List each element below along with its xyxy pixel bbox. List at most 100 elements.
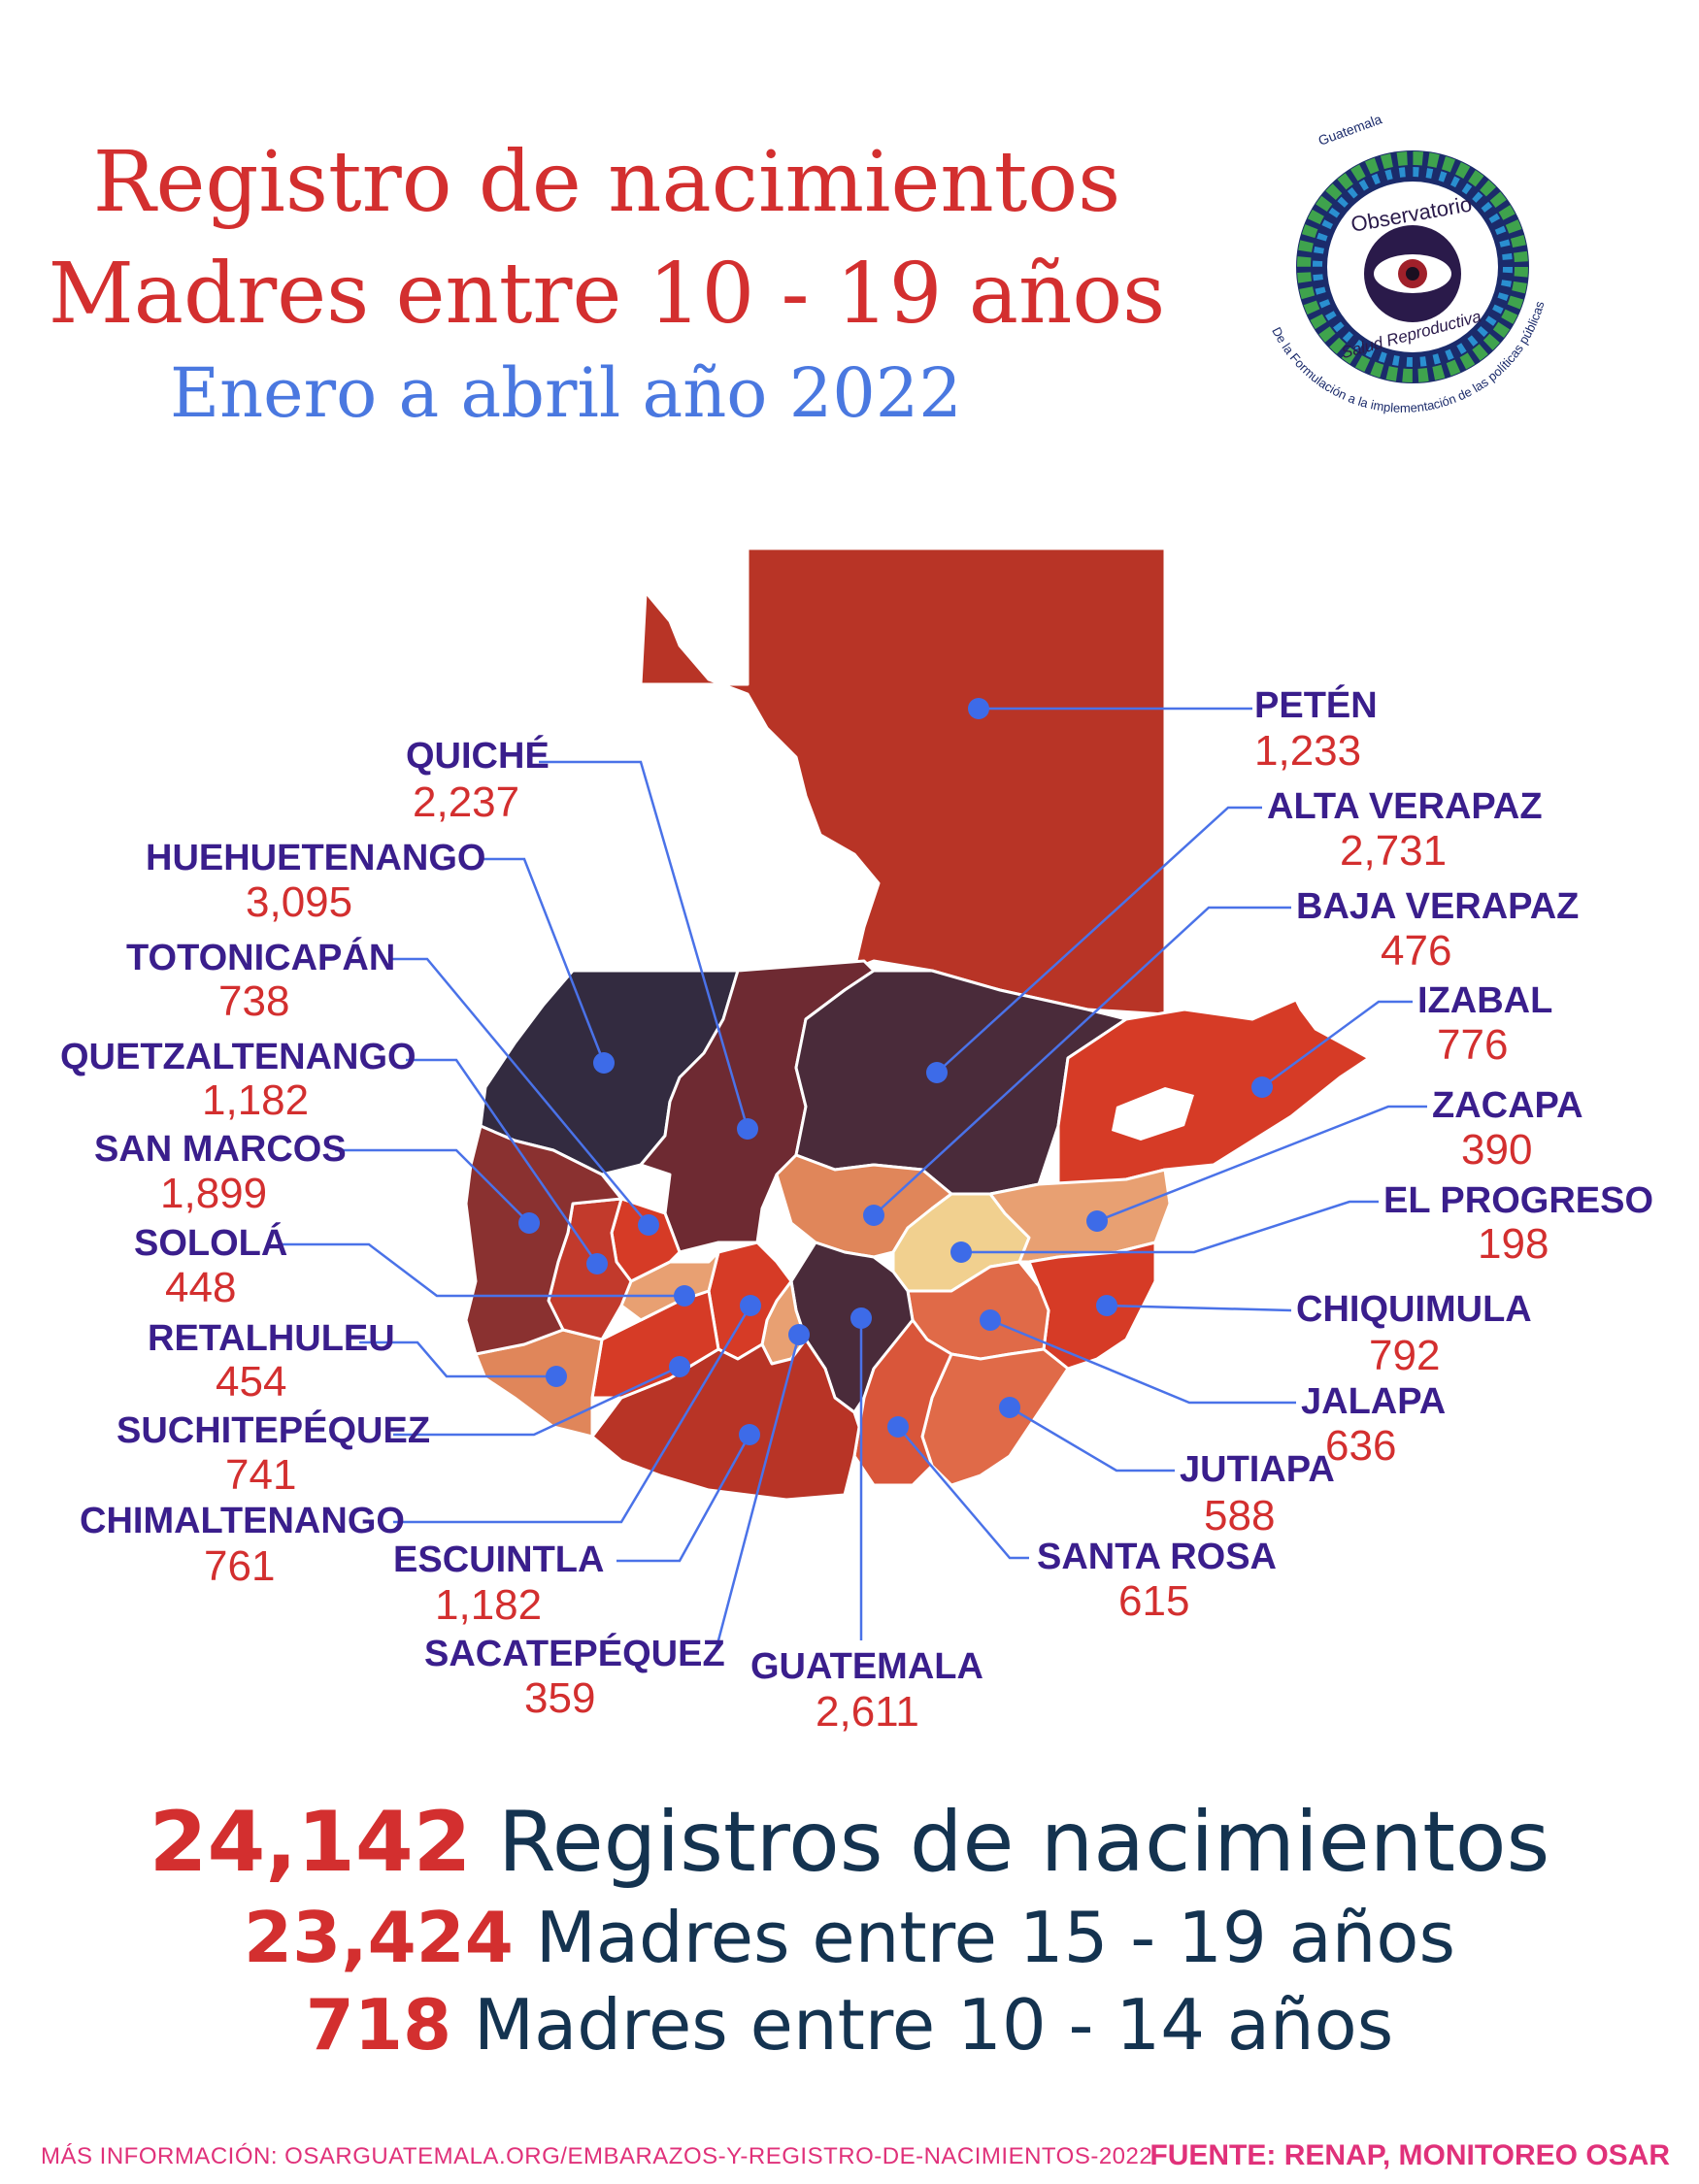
leader-line-el-progreso xyxy=(961,1200,1379,1254)
dept-value-retalhuleu: 454 xyxy=(216,1358,287,1406)
dept-label-san-marcos: SAN MARCOS xyxy=(94,1129,347,1170)
leader-line-quiche xyxy=(539,760,750,1130)
marker-san-marcos xyxy=(518,1212,540,1234)
leader-line-izabal xyxy=(1261,1000,1413,1089)
dept-label-escuintla: ESCUINTLA xyxy=(393,1539,605,1580)
dept-value-escuintla: 1,182 xyxy=(435,1581,543,1629)
leader-line-jutiapa xyxy=(1009,1406,1175,1473)
dept-label-baja-verapaz: BAJA VERAPAZ xyxy=(1296,886,1580,927)
total-births-number: 24,142 xyxy=(149,1794,472,1891)
dept-label-chiquimula: CHIQUIMULA xyxy=(1296,1289,1532,1330)
leader-line-totonicapan xyxy=(388,957,650,1226)
marker-sacatepequez xyxy=(788,1324,810,1345)
region-solola xyxy=(619,1250,720,1322)
dept-value-suchitepequez: 741 xyxy=(225,1451,297,1499)
marker-solola xyxy=(674,1285,695,1307)
total-births-row: 24,142 Registros de nacimientos xyxy=(0,1801,1699,1884)
dept-label-peten: PETÉN xyxy=(1254,685,1378,726)
dept-value-sacatepequez: 359 xyxy=(524,1674,596,1722)
dept-label-zacapa: ZACAPA xyxy=(1432,1085,1583,1126)
dept-value-totonicapan: 738 xyxy=(218,977,290,1025)
marker-el-progreso xyxy=(950,1241,972,1263)
subtitle: Enero a abril año 2022 xyxy=(170,353,962,433)
marker-guatemala xyxy=(850,1307,872,1329)
dept-value-chimaltenango: 761 xyxy=(204,1542,276,1590)
leader-line-escuintla xyxy=(616,1434,751,1563)
mothers-10-14-label: Madres entre 10 - 14 años xyxy=(473,1984,1394,2066)
mothers-15-19-row: 23,424 Madres entre 15 - 19 años xyxy=(0,1903,1699,1972)
leader-line-retalhuleu xyxy=(359,1340,556,1378)
marker-retalhuleu xyxy=(546,1366,567,1387)
more-info-link[interactable]: MÁS INFORMACIÓN: OSARGUATEMALA.ORG/EMBAR… xyxy=(41,2143,1153,2169)
dept-value-huehuetenango: 3,095 xyxy=(246,878,353,926)
dept-label-quiche: QUICHÉ xyxy=(406,736,550,777)
dept-label-huehuetenango: HUEHUETENANGO xyxy=(146,838,486,878)
dept-label-chimaltenango: CHIMALTENANGO xyxy=(80,1501,405,1541)
marker-chiquimula xyxy=(1096,1295,1117,1316)
marker-chimaltenango xyxy=(740,1295,761,1316)
leader-line-solola xyxy=(282,1242,684,1298)
region-izabal xyxy=(1056,998,1371,1191)
dept-value-peten: 1,233 xyxy=(1254,727,1362,775)
marker-peten xyxy=(968,698,989,719)
dept-value-quiche: 2,237 xyxy=(413,778,520,826)
dept-value-zacapa: 390 xyxy=(1461,1126,1533,1174)
dept-label-izabal: IZABAL xyxy=(1417,980,1553,1021)
leader-line-san-marcos xyxy=(335,1148,530,1224)
dept-value-quetzaltenango: 1,182 xyxy=(202,1076,310,1124)
marker-huehuetenango xyxy=(593,1052,615,1074)
region-peten xyxy=(639,546,1167,1016)
leader-line-alta-verapaz xyxy=(936,806,1262,1074)
dept-label-jutiapa: JUTIAPA xyxy=(1180,1449,1335,1490)
title-line-2: Madres entre 10 - 19 años xyxy=(48,246,1166,343)
leader-line-chiquimula xyxy=(1106,1304,1292,1312)
mothers-15-19-number: 23,424 xyxy=(244,1897,514,1978)
marker-suchitepequez xyxy=(669,1356,690,1377)
mothers-10-14-number: 718 xyxy=(305,1984,452,2066)
dept-label-retalhuleu: RETALHULEU xyxy=(148,1318,395,1359)
marker-jutiapa xyxy=(999,1397,1020,1418)
mothers-10-14-row: 718 Madres entre 10 - 14 años xyxy=(0,1990,1699,2060)
source-credit: FUENTE: RENAP, MONITOREO OSAR xyxy=(1149,2139,1670,2171)
dept-value-baja-verapaz: 476 xyxy=(1381,927,1452,975)
leader-line-huehuetenango xyxy=(481,857,606,1064)
leader-line-zacapa xyxy=(1096,1105,1427,1223)
dept-value-izabal: 776 xyxy=(1437,1021,1509,1069)
dept-label-solola: SOLOLÁ xyxy=(134,1223,288,1264)
marker-quiche xyxy=(737,1118,758,1140)
dept-label-guatemala: GUATEMALA xyxy=(750,1646,983,1687)
dept-label-santa-rosa: SANTA ROSA xyxy=(1037,1537,1277,1577)
dept-value-jutiapa: 588 xyxy=(1204,1492,1276,1539)
dept-value-alta-verapaz: 2,731 xyxy=(1340,827,1448,875)
leader-line-santa-rosa xyxy=(897,1426,1029,1560)
dept-label-quetzaltenango: QUETZALTENANGO xyxy=(60,1037,416,1077)
marker-santa-rosa xyxy=(887,1416,909,1438)
total-births-label: Registros de nacimientos xyxy=(497,1794,1550,1891)
region-santa-rosa xyxy=(852,1318,953,1487)
dept-label-totonicapan: TOTONICAPÁN xyxy=(126,938,396,978)
dept-value-guatemala: 2,611 xyxy=(816,1688,919,1736)
leader-line-chimaltenango xyxy=(393,1305,752,1524)
leader-line-suchitepequez xyxy=(393,1365,681,1437)
dept-value-solola: 448 xyxy=(165,1264,237,1311)
title-line-1: Registro de nacimientos xyxy=(92,134,1121,231)
mothers-15-19-label: Madres entre 15 - 19 años xyxy=(535,1897,1455,1978)
dept-value-san-marcos: 1,899 xyxy=(160,1170,268,1217)
dept-value-el-progreso: 198 xyxy=(1478,1220,1549,1268)
marker-totonicapan xyxy=(638,1214,659,1236)
leader-line-baja-verapaz xyxy=(873,906,1291,1216)
dept-label-suchitepequez: SUCHITEPÉQUEZ xyxy=(117,1410,431,1451)
marker-quetzaltenango xyxy=(586,1253,608,1274)
dept-label-alta-verapaz: ALTA VERAPAZ xyxy=(1267,786,1543,827)
leader-line-sacatepequez xyxy=(712,1334,801,1656)
leader-line-jalapa xyxy=(989,1318,1296,1405)
dept-label-sacatepequez: SACATEPÉQUEZ xyxy=(424,1634,725,1674)
marker-alta-verapaz xyxy=(926,1062,948,1083)
marker-escuintla xyxy=(739,1424,760,1445)
dept-label-jalapa: JALAPA xyxy=(1301,1381,1447,1422)
dept-value-chiquimula: 792 xyxy=(1369,1332,1441,1379)
lake-izabal xyxy=(1112,1087,1194,1141)
dept-value-santa-rosa: 615 xyxy=(1118,1577,1190,1625)
observatorio-logo: Guatemala Observatorio Salud Reproductiv… xyxy=(1269,111,1547,415)
